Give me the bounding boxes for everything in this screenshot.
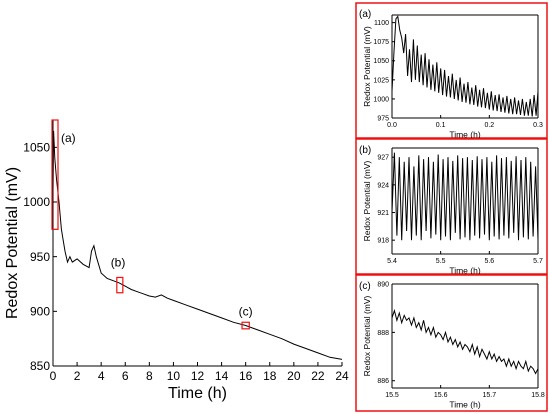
y-tick-label: 918	[377, 238, 389, 245]
main-chart: 0 2 4 6 8 10 12 14 16 18 20 22 2485090095010001050Ti…	[4, 119, 349, 402]
panel-label: (a)	[359, 9, 371, 20]
y-axis-label: Redox Potential (mV)	[362, 26, 372, 107]
x-tick-label: 14	[215, 369, 229, 383]
x-tick-label: 5.5	[436, 258, 446, 265]
series-line	[391, 15, 539, 117]
y-tick-label: 850	[30, 359, 50, 373]
inset-panel-b: 5.4 5.5 5.6 5.7 918 921 924 927 Time (h) Redox Po…	[355, 138, 548, 276]
highlight-box-c	[241, 321, 250, 330]
x-axis-label: Time (h)	[449, 130, 480, 140]
x-tick-label: 0.2	[484, 122, 494, 129]
x-tick-label: 0.3	[533, 122, 543, 129]
x-tick-label: 20	[287, 369, 301, 383]
y-tick-label: 890	[377, 281, 389, 288]
x-tick-label: 18	[263, 369, 277, 383]
x-tick-label: 8	[146, 369, 153, 383]
x-tick-label: 0.1	[436, 122, 446, 129]
annotation-c: (c)	[239, 305, 253, 319]
x-tick-label: 15.8	[531, 392, 545, 399]
panel-label: (b)	[359, 145, 371, 156]
x-tick-label: 6	[122, 369, 129, 383]
x-tick-label: 5.4	[387, 258, 397, 265]
x-axis-label: Time (h)	[168, 385, 227, 402]
series-line	[391, 152, 539, 241]
annotation-b: (b)	[111, 256, 126, 270]
x-tick-label: 4	[98, 369, 105, 383]
x-axis-label: Time (h)	[449, 400, 480, 410]
y-tick-label: 1100	[374, 20, 389, 27]
x-axis-label: Time (h)	[449, 266, 480, 276]
y-tick-label: 921	[377, 210, 389, 217]
y-tick-label: 927	[377, 155, 389, 162]
y-tick-label: 1000	[373, 96, 389, 103]
y-tick-label: 1000	[23, 195, 50, 209]
x-tick-label: 12	[191, 369, 205, 383]
inset-panel-a: 0.0 0.1 0.2 0.3 975 1000 1025 1050 1075 1100 Time …	[355, 2, 548, 140]
y-axis-label: Redox Potential (mV)	[362, 295, 372, 376]
y-tick-label: 975	[377, 115, 389, 122]
y-tick-label: 900	[30, 305, 50, 319]
y-tick-label: 1050	[373, 58, 389, 65]
highlight-box-b	[116, 276, 124, 294]
panel-frame	[355, 2, 548, 139]
series-line	[52, 130, 343, 360]
panel-frame	[355, 274, 548, 412]
x-tick-label: 15.5	[385, 392, 399, 399]
y-tick-label: 888	[377, 330, 389, 337]
series-line	[391, 308, 539, 375]
y-tick-label: 1025	[373, 77, 389, 84]
x-tick-label: 0	[50, 369, 57, 383]
y-axis-label: Redox Potential (mV)	[4, 167, 21, 319]
x-tick-label: 5.7	[533, 258, 543, 265]
panel-label: (c)	[359, 281, 371, 292]
x-tick-label: 2	[74, 369, 81, 383]
y-tick-label: 1075	[373, 39, 389, 46]
x-tick-label: 10	[167, 369, 181, 383]
x-tick-label: 22	[311, 369, 325, 383]
highlight-box-a	[51, 119, 59, 230]
inset-panel-c: 15.5 15.6 15.7 15.8 886 888 890 Time (h) Redox P…	[355, 274, 548, 412]
x-tick-label: 15.7	[483, 392, 497, 399]
x-tick-label: 0.0	[387, 122, 397, 129]
x-tick-label: 15.6	[434, 392, 448, 399]
x-tick-label: 16	[239, 369, 253, 383]
annotation-a: (a)	[61, 131, 76, 145]
y-tick-label: 1050	[23, 141, 50, 155]
y-tick-label: 950	[30, 250, 50, 264]
y-tick-label: 886	[377, 378, 389, 385]
x-tick-label: 5.6	[484, 258, 494, 265]
y-tick-label: 924	[377, 182, 389, 189]
y-axis-label: Redox Potential (mV)	[362, 160, 372, 241]
x-tick-label: 24	[335, 369, 349, 383]
